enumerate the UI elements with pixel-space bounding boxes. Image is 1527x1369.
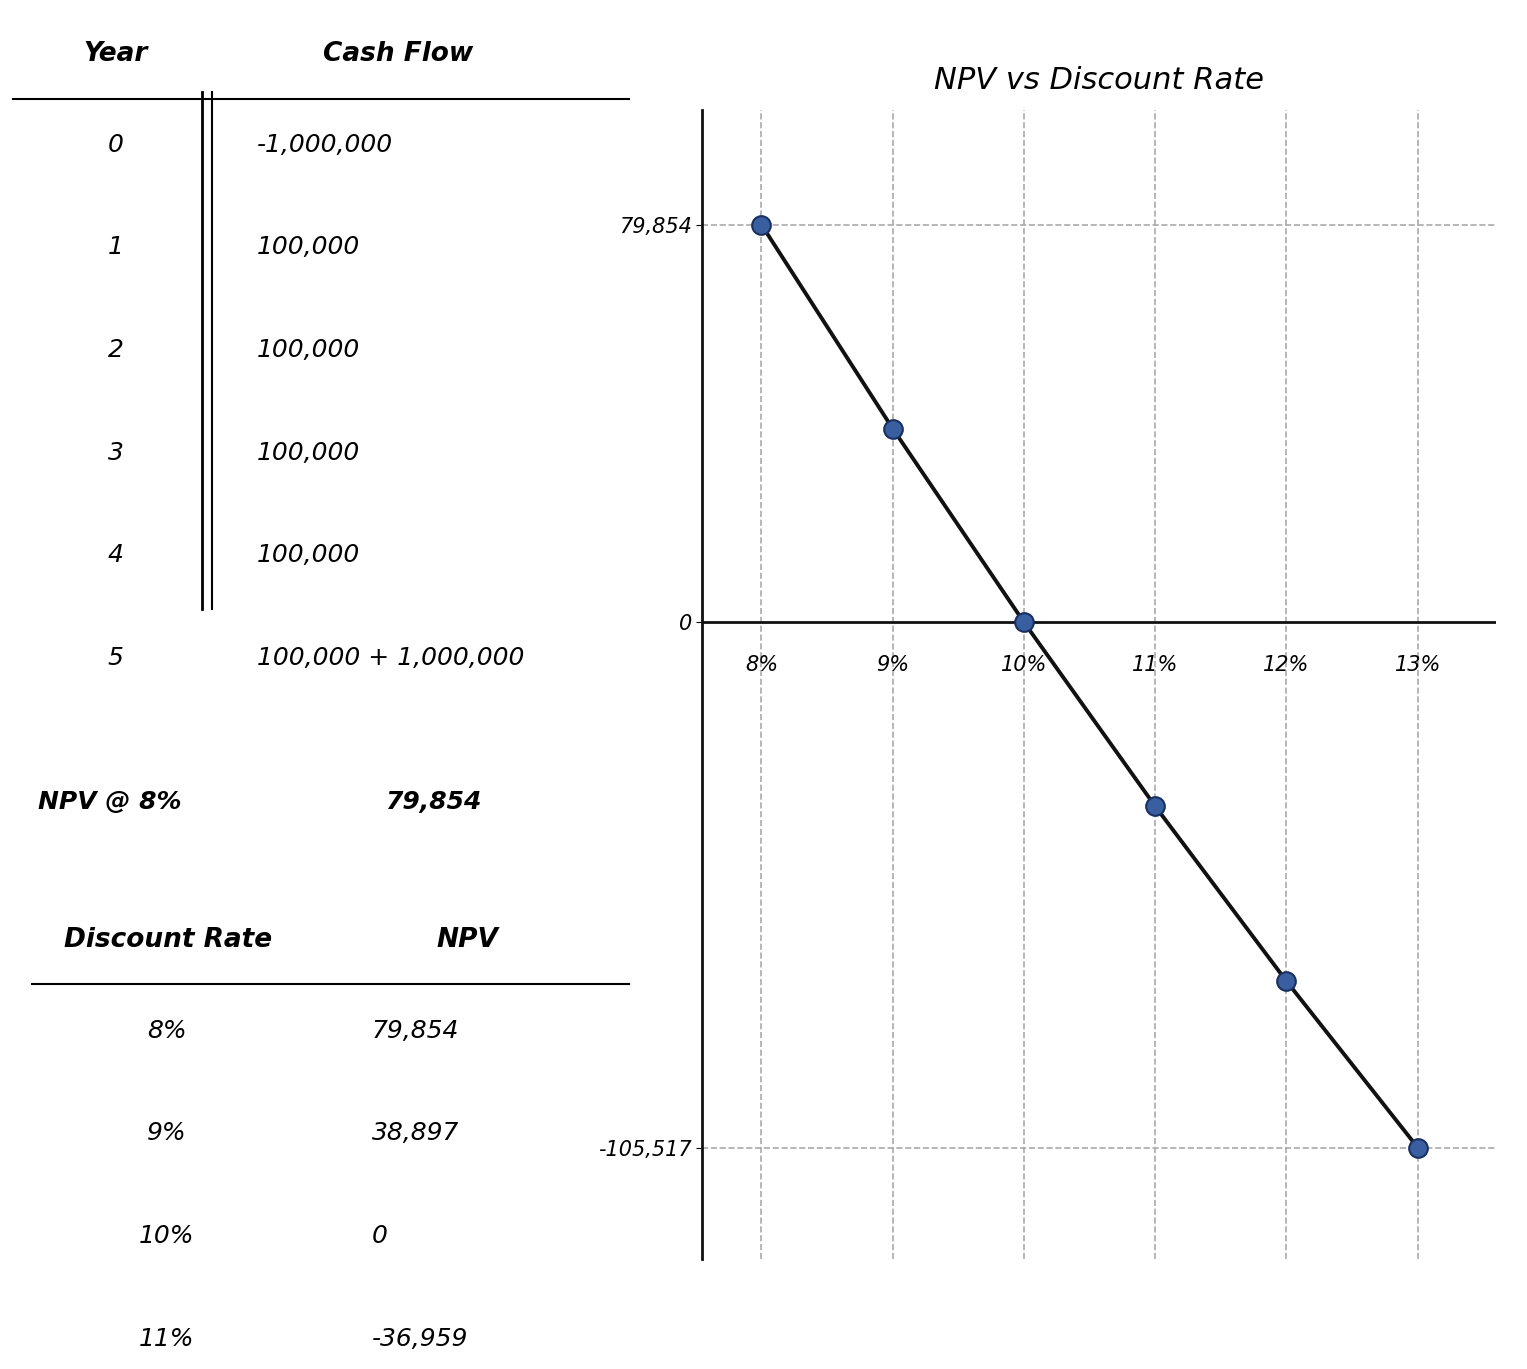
Text: NPV @ 8%: NPV @ 8% — [38, 790, 182, 815]
Text: 2: 2 — [107, 338, 124, 363]
Text: 0: 0 — [107, 133, 124, 157]
Text: Discount Rate: Discount Rate — [64, 927, 272, 953]
Text: 8%: 8% — [147, 1019, 186, 1043]
Text: 12%: 12% — [1263, 654, 1310, 675]
Text: 10%: 10% — [1000, 654, 1048, 675]
Text: -1,000,000: -1,000,000 — [257, 133, 392, 157]
Text: 79,854: 79,854 — [373, 1019, 460, 1043]
Text: 13%: 13% — [1394, 654, 1441, 675]
Text: 100,000: 100,000 — [257, 441, 360, 465]
Text: 1: 1 — [107, 235, 124, 260]
Point — [750, 214, 774, 235]
Text: 11%: 11% — [1132, 654, 1179, 675]
Point — [881, 418, 906, 439]
Text: 79,854: 79,854 — [385, 790, 481, 815]
Text: -36,959: -36,959 — [373, 1327, 469, 1351]
Text: 3: 3 — [107, 441, 124, 465]
Text: 38,897: 38,897 — [373, 1121, 460, 1146]
Point — [1274, 971, 1298, 993]
Text: 9%: 9% — [876, 654, 909, 675]
Text: 11%: 11% — [139, 1327, 194, 1351]
Text: 8%: 8% — [745, 654, 779, 675]
Text: 0: 0 — [373, 1224, 388, 1249]
Text: Year: Year — [84, 41, 148, 67]
Text: 10%: 10% — [139, 1224, 194, 1249]
Text: 100,000: 100,000 — [257, 543, 360, 568]
Point — [1144, 795, 1168, 817]
Title: NPV vs Discount Rate: NPV vs Discount Rate — [935, 66, 1264, 94]
Text: 100,000: 100,000 — [257, 235, 360, 260]
Text: Cash Flow: Cash Flow — [322, 41, 473, 67]
Text: 100,000: 100,000 — [257, 338, 360, 363]
Point — [1405, 1136, 1429, 1158]
Text: NPV: NPV — [437, 927, 498, 953]
Text: 9%: 9% — [147, 1121, 186, 1146]
Text: 4: 4 — [107, 543, 124, 568]
Text: 100,000 + 1,000,000: 100,000 + 1,000,000 — [257, 646, 524, 671]
Point — [1012, 612, 1037, 634]
Text: 5: 5 — [107, 646, 124, 671]
